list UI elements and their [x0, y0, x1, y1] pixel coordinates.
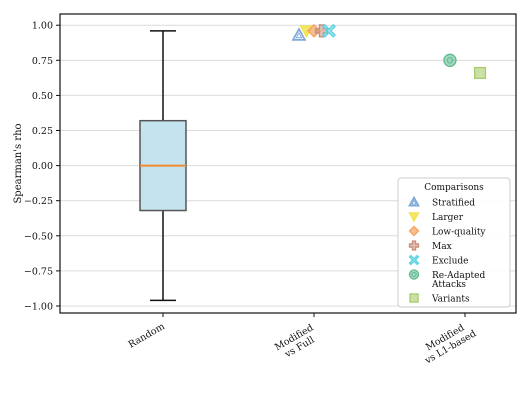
legend-label-exclude: Exclude: [432, 257, 468, 267]
legend-entry-low-quality: Low-quality: [408, 225, 486, 238]
legend: Comparisons Stratified Larger Low-quality Ma…: [397, 177, 511, 308]
point-re-adapted-attacks: [443, 53, 457, 67]
y-tick-label: −0.50: [24, 231, 53, 242]
y-tick-label: 1.00: [32, 21, 53, 32]
y-tick-label: −1.00: [24, 301, 53, 312]
legend-marker-max: [408, 240, 420, 251]
legend-entry-larger: Larger: [408, 212, 464, 223]
box-plot: [139, 30, 187, 302]
legend-label-line: Max: [432, 242, 452, 252]
y-tick-label: 0.50: [32, 91, 53, 102]
legend-label-line: Re-Adapted: [432, 271, 485, 281]
x-tick-label: Modifiedvs Full: [273, 322, 321, 362]
legend-marker-variants: [409, 293, 419, 303]
y-tick-label: −0.75: [24, 266, 53, 277]
plot-frame: [59, 13, 517, 314]
legend-marker-larger: [408, 212, 420, 223]
legend-label-line: Low-quality: [432, 228, 486, 238]
data-points: [291, 23, 487, 80]
legend-label-line: Exclude: [432, 257, 468, 267]
legend-entry-re-adapted-attacks: Re-Adapted Attacks: [408, 269, 485, 290]
legend-marker-stratified: [408, 195, 420, 207]
legend-entry-stratified: Stratified: [408, 195, 475, 209]
point-variants: [473, 66, 487, 80]
legend-label-line: Stratified: [432, 199, 475, 209]
grid-lines: [60, 24, 516, 307]
point-exclude: [322, 23, 336, 38]
y-tick-label: 0.00: [32, 161, 53, 172]
y-tick-label: 0.25: [32, 126, 53, 137]
y-tick-label: 0.75: [32, 56, 53, 67]
y-axis-label: Spearman's rho: [13, 123, 24, 203]
legend-label-line: Larger: [432, 213, 464, 223]
legend-marker-re-adapted-attacks: [408, 269, 420, 280]
x-tick-label: Random: [127, 321, 167, 351]
legend-title: Comparisons: [424, 183, 484, 193]
axes: [59, 13, 517, 314]
legend-box: [397, 177, 511, 308]
x-ticks: Random Modifiedvs Full Modifiedvs L1-based: [127, 313, 478, 367]
legend-label-larger: Larger: [432, 213, 464, 223]
y-ticks: 1.00 0.75 0.50 0.25 0.00 −0.25 −0.50 −0.75 −1.00: [24, 21, 60, 312]
legend-label-low-quality: Low-quality: [432, 228, 486, 238]
legend-label-stratified: Stratified: [432, 199, 475, 209]
legend-label-line: Attacks: [431, 280, 466, 290]
x-tick-label-line: Random: [127, 321, 167, 351]
y-tick-label: −0.25: [24, 196, 53, 207]
legend-entry-exclude: Exclude: [408, 254, 468, 267]
legend-entry-max: Max: [408, 240, 452, 252]
legend-label-max: Max: [432, 242, 452, 252]
legend-label-variants: Variants: [431, 295, 470, 305]
legend-marker-low-quality: [408, 225, 420, 237]
legend-label-re-adapted-attacks: Re-Adapted Attacks: [431, 271, 485, 290]
x-tick-label: Modifiedvs L1-based: [417, 319, 478, 367]
legend-marker-exclude: [408, 254, 420, 266]
point-max: [314, 24, 329, 38]
legend-entry-variants: Variants: [409, 293, 470, 305]
legend-label-line: Variants: [431, 295, 470, 305]
point-stratified: [291, 27, 307, 41]
